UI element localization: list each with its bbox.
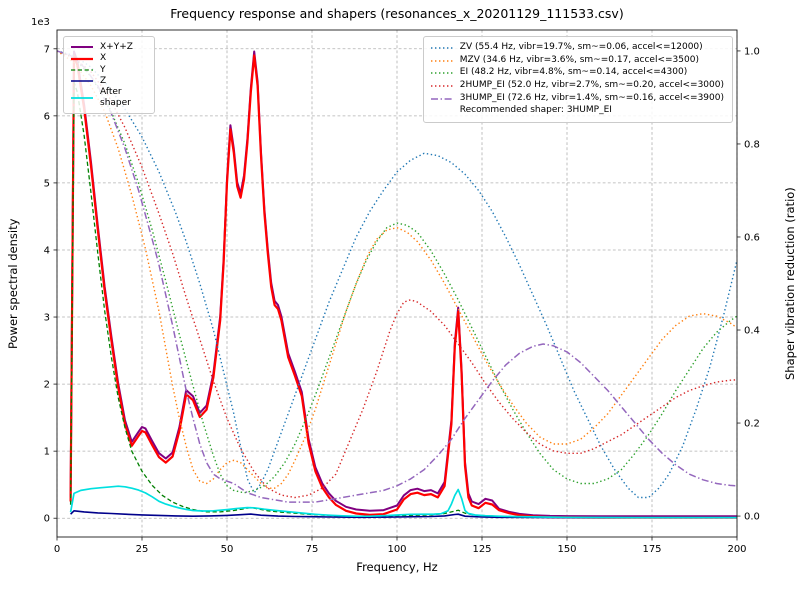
ticks [53, 48, 741, 541]
legend-label: After shaper [100, 87, 131, 108]
y-axis-label-left: Power spectral density [6, 218, 20, 349]
legend-psd: X+Y+Z X Y Z After shaper [63, 36, 155, 115]
y-axis-label-right: Shaper vibration reduction (ratio) [783, 187, 797, 380]
y-right-tick-label: 0.4 [744, 326, 760, 337]
curve-mzv [56, 50, 738, 489]
x-plus-y-plus-z-legend-line [71, 46, 93, 49]
y-axis-offset-text: 1e3 [31, 17, 50, 28]
y-right-tick-label: 0.6 [744, 232, 760, 243]
legend-entry-after-shaper: After shaper [70, 87, 146, 108]
legend-label: 2HUMP_EI (52.0 Hz, vibr=2.7%, sm~=0.20, … [459, 80, 724, 91]
legend-label: X+Y+Z [100, 42, 133, 52]
curve-zv [56, 50, 738, 499]
zv-legend-line [430, 47, 453, 49]
legend-entry-x: X [70, 53, 146, 63]
x-tick-label: 125 [472, 544, 491, 555]
legend-entry-3hump-ei: 3HUMP_EI (72.6 Hz, vibr=1.4%, sm~=0.16, … [430, 93, 724, 105]
x-tick-label: 150 [557, 544, 576, 555]
x-tick-label: 50 [221, 544, 234, 555]
y-left-tick-label: 6 [44, 111, 50, 122]
legend-label: 3HUMP_EI (72.6 Hz, vibr=1.4%, sm~=0.16, … [459, 92, 724, 103]
y-left-tick-label: 0 [44, 514, 50, 525]
legend-entry-mzv: MZV (34.6 Hz, vibr=3.6%, sm~=0.17, accel… [430, 55, 724, 67]
legend-entry-x-plus-y-plus-z: X+Y+Z [70, 42, 146, 52]
legend-entry-recommended-shaper: Recommended shaper: 3HUMP_EI [430, 105, 724, 117]
curve-after-shaper [69, 485, 737, 519]
y-left-tick-label: 5 [44, 178, 50, 189]
2hump-ei-legend-line [430, 85, 453, 87]
legend-entry-y: Y [70, 65, 146, 75]
tick-labels: 0 25 50 75 100 125 150 175 200 0 1 2 3 4 5 6 7 0.0 0.2 0.4 0… [44, 44, 760, 555]
legend-label: Z [100, 76, 107, 87]
curve-2hump-ei [56, 50, 738, 499]
ei-legend-line [430, 72, 453, 74]
legend-shapers: ZV (55.4 Hz, vibr=19.7%, sm~=0.06, accel… [422, 36, 733, 124]
y-left-tick-label: 7 [44, 44, 50, 55]
z-legend-line [71, 80, 93, 83]
legend-label: X [100, 53, 107, 64]
legend-entry-zv: ZV (55.4 Hz, vibr=19.7%, sm~=0.06, accel… [430, 42, 724, 54]
y-left-tick-label: 4 [44, 245, 50, 256]
y-right-tick-label: 0.8 [744, 139, 760, 150]
legend-label: MZV (34.6 Hz, vibr=3.6%, sm~=0.17, accel… [459, 54, 699, 65]
x-tick-label: 200 [727, 544, 746, 555]
y-left-tick-label: 1 [44, 447, 50, 458]
curve-x-plus-y-plus-z [69, 50, 737, 518]
legend-entry-z: Z [70, 76, 146, 86]
y-legend-line [71, 69, 93, 71]
y-left-tick-label: 3 [44, 313, 50, 324]
after-shaper-legend-line [71, 96, 93, 99]
legend-label: Y [100, 64, 106, 75]
x-axis-label: Frequency, Hz [356, 560, 438, 574]
legend-label: Recommended shaper: 3HUMP_EI [459, 105, 612, 116]
recommended-shaper-legend-line [430, 106, 454, 116]
curve-3hump-ei [56, 50, 738, 503]
x-tick-label: 0 [54, 544, 60, 555]
chart-title: Frequency response and shapers (resonanc… [170, 6, 624, 21]
y-right-tick-label: 0.0 [744, 512, 760, 523]
3hump-ei-legend-line [430, 97, 453, 100]
legend-label: EI (48.2 Hz, vibr=4.8%, sm~=0.14, accel<… [459, 67, 688, 78]
x-legend-line [71, 57, 93, 60]
legend-entry-ei: EI (48.2 Hz, vibr=4.8%, sm~=0.14, accel<… [430, 67, 724, 79]
legend-entry-2hump-ei: 2HUMP_EI (52.0 Hz, vibr=2.7%, sm~=0.20, … [430, 80, 724, 92]
y-right-tick-label: 1.0 [744, 46, 760, 57]
x-tick-label: 25 [136, 544, 149, 555]
legend-label: ZV (55.4 Hz, vibr=19.7%, sm~=0.06, accel… [459, 42, 703, 52]
curve-x [69, 54, 737, 519]
x-tick-label: 75 [306, 544, 319, 555]
x-tick-label: 175 [642, 544, 661, 555]
y-right-tick-label: 0.2 [744, 419, 760, 430]
curve-y [69, 81, 737, 519]
x-tick-label: 100 [387, 544, 406, 555]
y-left-tick-label: 2 [44, 380, 50, 391]
mzv-legend-line [430, 59, 453, 62]
